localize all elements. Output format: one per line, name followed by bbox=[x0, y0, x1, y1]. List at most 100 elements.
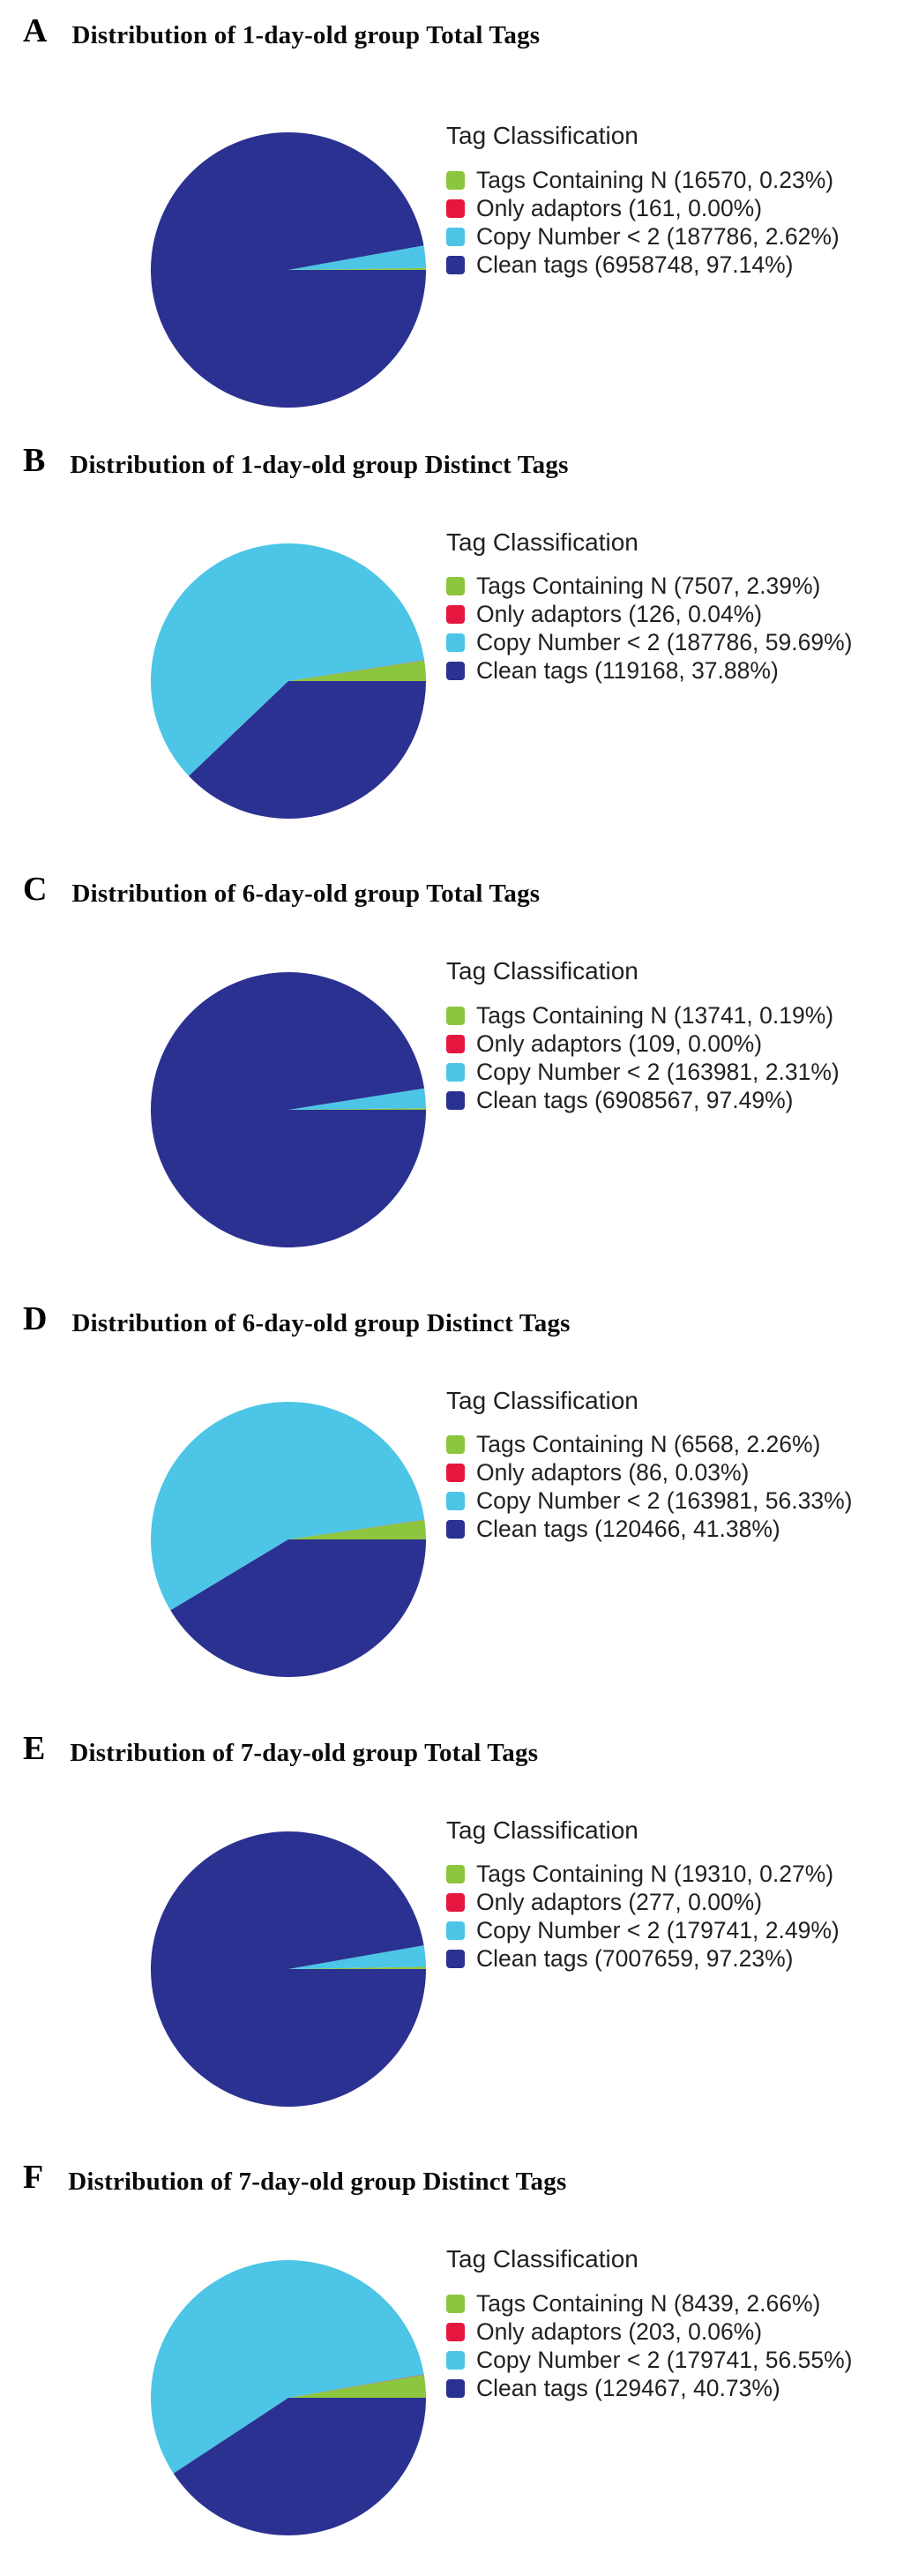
legend-item: Only adaptors (203, 0.06%) bbox=[446, 2318, 852, 2346]
legend-swatch-only-adaptors bbox=[446, 2322, 465, 2341]
pie-slice-copy-number-lt-2 bbox=[150, 543, 425, 776]
legend-item: Tags Containing N (6568, 2.26%) bbox=[446, 1431, 852, 1459]
legend-label: Copy Number < 2 (187786, 59.69%) bbox=[476, 629, 853, 656]
legend: Tag Classification Tags Containing N (65… bbox=[446, 1387, 852, 1544]
legend-label: Copy Number < 2 (179741, 2.49%) bbox=[476, 1917, 840, 1944]
legend-label: Only adaptors (203, 0.06%) bbox=[476, 2318, 763, 2345]
panel-letter: B bbox=[23, 441, 46, 479]
legend-item: Tags Containing N (7507, 2.39%) bbox=[446, 573, 852, 601]
legend-title: Tag Classification bbox=[446, 2245, 638, 2273]
pie-slice-tags-containing-n bbox=[288, 1966, 426, 1969]
legend-item: Only adaptors (161, 0.00%) bbox=[446, 194, 840, 222]
legend-label: Only adaptors (161, 0.00%) bbox=[476, 194, 763, 221]
panel-letter: C bbox=[23, 871, 48, 909]
legend-title: Tag Classification bbox=[446, 1386, 638, 1414]
legend-item: Only adaptors (277, 0.00%) bbox=[446, 1889, 840, 1917]
pie-slice-copy-number-lt-2 bbox=[288, 1088, 426, 1111]
pie-slice-tags-containing-n bbox=[288, 660, 426, 681]
pie-chart bbox=[150, 131, 426, 408]
legend-title: Tag Classification bbox=[446, 1816, 638, 1844]
legend-swatch-tags-containing-n bbox=[446, 1865, 465, 1884]
panel-header: D Distribution of 6-day-old group Distin… bbox=[23, 1302, 571, 1338]
legend-title: Tag Classification bbox=[446, 122, 638, 149]
pie-slice-clean-tags bbox=[151, 1831, 427, 2107]
panel-d: D Distribution of 6-day-old group Distin… bbox=[0, 1288, 911, 1718]
legend-item: Clean tags (120466, 41.38%) bbox=[446, 1516, 852, 1544]
panel-title: Distribution of 7-day-old group Distinct… bbox=[68, 2168, 567, 2197]
legend-label: Clean tags (7007659, 97.23%) bbox=[476, 1945, 794, 1973]
panel-f: F Distribution of 7-day-old group Distin… bbox=[0, 2146, 911, 2576]
legend-label: Copy Number < 2 (179741, 56.55%) bbox=[476, 2346, 853, 2373]
legend-label: Tags Containing N (19310, 0.27%) bbox=[476, 1861, 834, 1888]
panel-header: C Distribution of 6-day-old group Total … bbox=[23, 872, 540, 909]
legend-item: Only adaptors (109, 0.00%) bbox=[446, 1030, 840, 1058]
legend-swatch-tags-containing-n bbox=[446, 2294, 465, 2313]
panel-title: Distribution of 1-day-old group Distinct… bbox=[70, 450, 569, 479]
panel-c: C Distribution of 6-day-old group Total … bbox=[0, 858, 911, 1288]
legend-item: Tags Containing N (19310, 0.27%) bbox=[446, 1861, 840, 1889]
legend-swatch-only-adaptors bbox=[446, 1034, 465, 1053]
pie-chart bbox=[151, 1831, 427, 2107]
legend-list: Tags Containing N (16570, 0.23%) Only ad… bbox=[446, 166, 840, 279]
pie-slice-clean-tags bbox=[151, 972, 426, 1248]
pie-chart bbox=[151, 972, 426, 1248]
legend-item: Copy Number < 2 (163981, 56.33%) bbox=[446, 1487, 852, 1516]
legend-list: Tags Containing N (19310, 0.27%) Only ad… bbox=[446, 1861, 840, 1973]
panel-header: E Distribution of 7-day-old group Total … bbox=[23, 1732, 538, 1768]
legend-label: Only adaptors (277, 0.00%) bbox=[476, 1889, 763, 1916]
legend-swatch-clean-tags bbox=[446, 1950, 465, 1969]
legend-item: Tags Containing N (13741, 0.19%) bbox=[446, 1001, 840, 1030]
legend-label: Copy Number < 2 (187786, 2.62%) bbox=[476, 222, 840, 250]
panel-letter: A bbox=[23, 12, 48, 49]
pie-slice-tags-containing-n bbox=[288, 1108, 426, 1111]
panel-e: E Distribution of 7-day-old group Total … bbox=[0, 1718, 911, 2147]
legend-swatch-copy-number-lt-2 bbox=[446, 1492, 465, 1511]
legend-swatch-clean-tags bbox=[446, 1090, 465, 1110]
legend-list: Tags Containing N (6568, 2.26%) Only ada… bbox=[446, 1431, 852, 1544]
legend-item: Tags Containing N (8439, 2.66%) bbox=[446, 2289, 852, 2318]
legend-swatch-copy-number-lt-2 bbox=[446, 1062, 465, 1082]
legend-item: Clean tags (6908567, 97.49%) bbox=[446, 1086, 840, 1114]
legend-label: Clean tags (120466, 41.38%) bbox=[476, 1516, 780, 1543]
legend-label: Copy Number < 2 (163981, 2.31%) bbox=[476, 1058, 840, 1085]
legend-item: Clean tags (6958748, 97.14%) bbox=[446, 251, 840, 279]
panel-title: Distribution of 7-day-old group Total Ta… bbox=[70, 1738, 539, 1767]
legend-swatch-tags-containing-n bbox=[446, 170, 465, 190]
legend-item: Clean tags (129467, 40.73%) bbox=[446, 2374, 852, 2402]
legend-label: Clean tags (6908567, 97.49%) bbox=[476, 1086, 794, 1113]
legend-item: Copy Number < 2 (179741, 2.49%) bbox=[446, 1917, 840, 1945]
pie-slice-clean-tags bbox=[170, 1539, 427, 1677]
legend-list: Tags Containing N (13741, 0.19%) Only ad… bbox=[446, 1001, 840, 1114]
pie-chart bbox=[151, 1401, 427, 1677]
legend-item: Copy Number < 2 (187786, 59.69%) bbox=[446, 629, 852, 657]
legend-swatch-only-adaptors bbox=[446, 198, 465, 218]
legend-label: Tags Containing N (6568, 2.26%) bbox=[476, 1431, 821, 1458]
legend-swatch-tags-containing-n bbox=[446, 1006, 465, 1025]
legend-item: Only adaptors (86, 0.03%) bbox=[446, 1459, 852, 1487]
legend-label: Only adaptors (86, 0.03%) bbox=[476, 1459, 750, 1486]
legend-swatch-clean-tags bbox=[446, 255, 465, 274]
legend-item: Copy Number < 2 (187786, 2.62%) bbox=[446, 222, 840, 251]
panel-title: Distribution of 1-day-old group Total Ta… bbox=[71, 21, 541, 49]
legend-label: Clean tags (6958748, 97.14%) bbox=[476, 251, 794, 278]
legend-item: Only adaptors (126, 0.04%) bbox=[446, 601, 852, 629]
panel-title: Distribution of 6-day-old group Distinct… bbox=[71, 1308, 571, 1337]
pie-slice-copy-number-lt-2 bbox=[150, 2260, 424, 2475]
panel-header: A Distribution of 1-day-old group Total … bbox=[23, 14, 540, 50]
legend-label: Tags Containing N (13741, 0.19%) bbox=[476, 1001, 834, 1029]
panel-letter: E bbox=[23, 1729, 46, 1767]
legend-label: Tags Containing N (8439, 2.66%) bbox=[476, 2289, 821, 2317]
pie-slice-only-adaptors bbox=[288, 2374, 424, 2399]
pie-slice-copy-number-lt-2 bbox=[288, 245, 426, 270]
legend-swatch-copy-number-lt-2 bbox=[446, 227, 465, 246]
legend-item: Clean tags (119168, 37.88%) bbox=[446, 657, 852, 685]
legend-swatch-only-adaptors bbox=[446, 605, 465, 625]
pie-slice-only-adaptors bbox=[288, 1519, 425, 1539]
pie-slice-clean-tags bbox=[150, 131, 426, 408]
legend-swatch-copy-number-lt-2 bbox=[446, 633, 465, 653]
pie-chart bbox=[150, 2260, 426, 2536]
legend: Tag Classification Tags Containing N (13… bbox=[446, 957, 840, 1114]
panel-letter: D bbox=[23, 1299, 48, 1337]
pie-chart bbox=[150, 543, 426, 819]
